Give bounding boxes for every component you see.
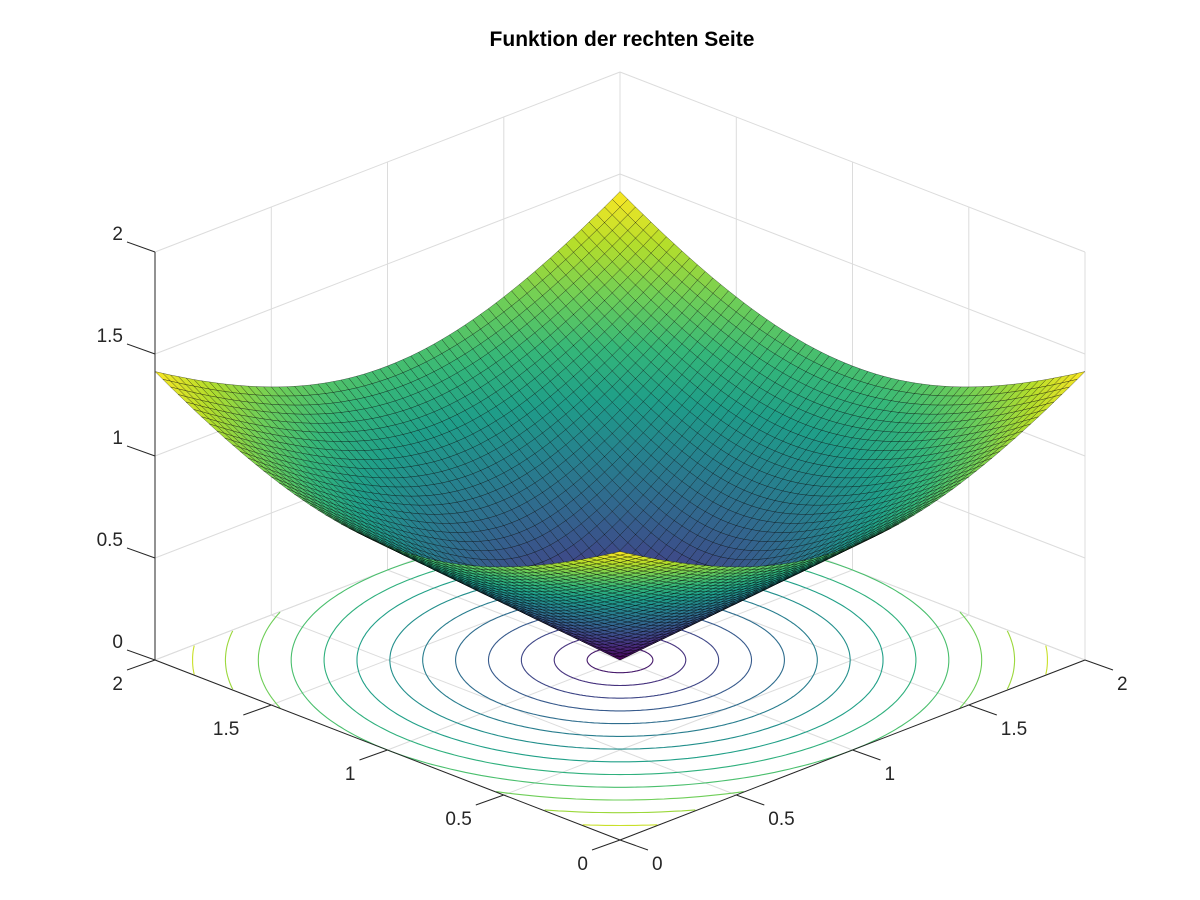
y-tick-label: 1 — [345, 764, 356, 785]
surface-mesh — [154, 191, 1086, 661]
x-tick-mark — [736, 794, 765, 806]
z-tick-label: 1 — [112, 428, 123, 449]
y-tick-mark — [475, 794, 504, 806]
x-tick-label: 2 — [1117, 674, 1128, 695]
x-tick-label: 1.5 — [1001, 719, 1027, 740]
contour-line — [192, 645, 195, 675]
grid-line — [154, 71, 621, 253]
y-tick-mark — [243, 704, 272, 716]
y-tick-mark — [591, 839, 621, 851]
y-tick-label: 2 — [112, 674, 123, 695]
z-tick-label: 1.5 — [97, 326, 123, 347]
z-tick-mark — [126, 445, 156, 457]
z-tick-mark — [126, 241, 156, 253]
axis-ticks: 0 0.5 1 1.5 2 0 0.5 1 1.5 2 0 0.5 1 1.5 2 — [97, 224, 1128, 875]
contour-line — [1006, 630, 1016, 690]
surface-cell — [612, 551, 628, 556]
contour-line — [582, 824, 658, 827]
x-tick-label: 1 — [885, 764, 896, 785]
z-tick-label: 2 — [112, 224, 123, 245]
contour-line — [959, 611, 983, 709]
grid-line — [619, 71, 1086, 253]
y-tick-label: 0 — [577, 854, 588, 875]
z-tick-mark — [126, 343, 156, 355]
x-tick-mark — [1084, 659, 1114, 671]
y-tick-label: 0.5 — [445, 809, 471, 830]
y-tick-label: 1.5 — [213, 719, 239, 740]
contour-line — [544, 809, 696, 814]
z-tick-label: 0.5 — [97, 530, 123, 551]
contour-line — [224, 630, 234, 690]
chart-title: Funktion der rechten Seite — [490, 28, 755, 51]
grid-line — [154, 173, 621, 355]
x-tick-label: 0.5 — [768, 809, 794, 830]
x-tick-mark — [619, 839, 649, 851]
x-tick-mark — [852, 749, 881, 761]
y-tick-mark — [126, 659, 156, 671]
contour-line — [496, 791, 744, 801]
x-tick-label: 0 — [652, 854, 663, 875]
z-tick-label: 0 — [112, 632, 123, 653]
grid-line — [619, 173, 1086, 355]
contour-line — [1045, 645, 1048, 675]
z-tick-mark — [126, 649, 156, 661]
z-tick-mark — [126, 547, 156, 559]
y-tick-mark — [359, 749, 388, 761]
contour-line — [257, 611, 281, 709]
x-tick-mark — [968, 704, 997, 716]
